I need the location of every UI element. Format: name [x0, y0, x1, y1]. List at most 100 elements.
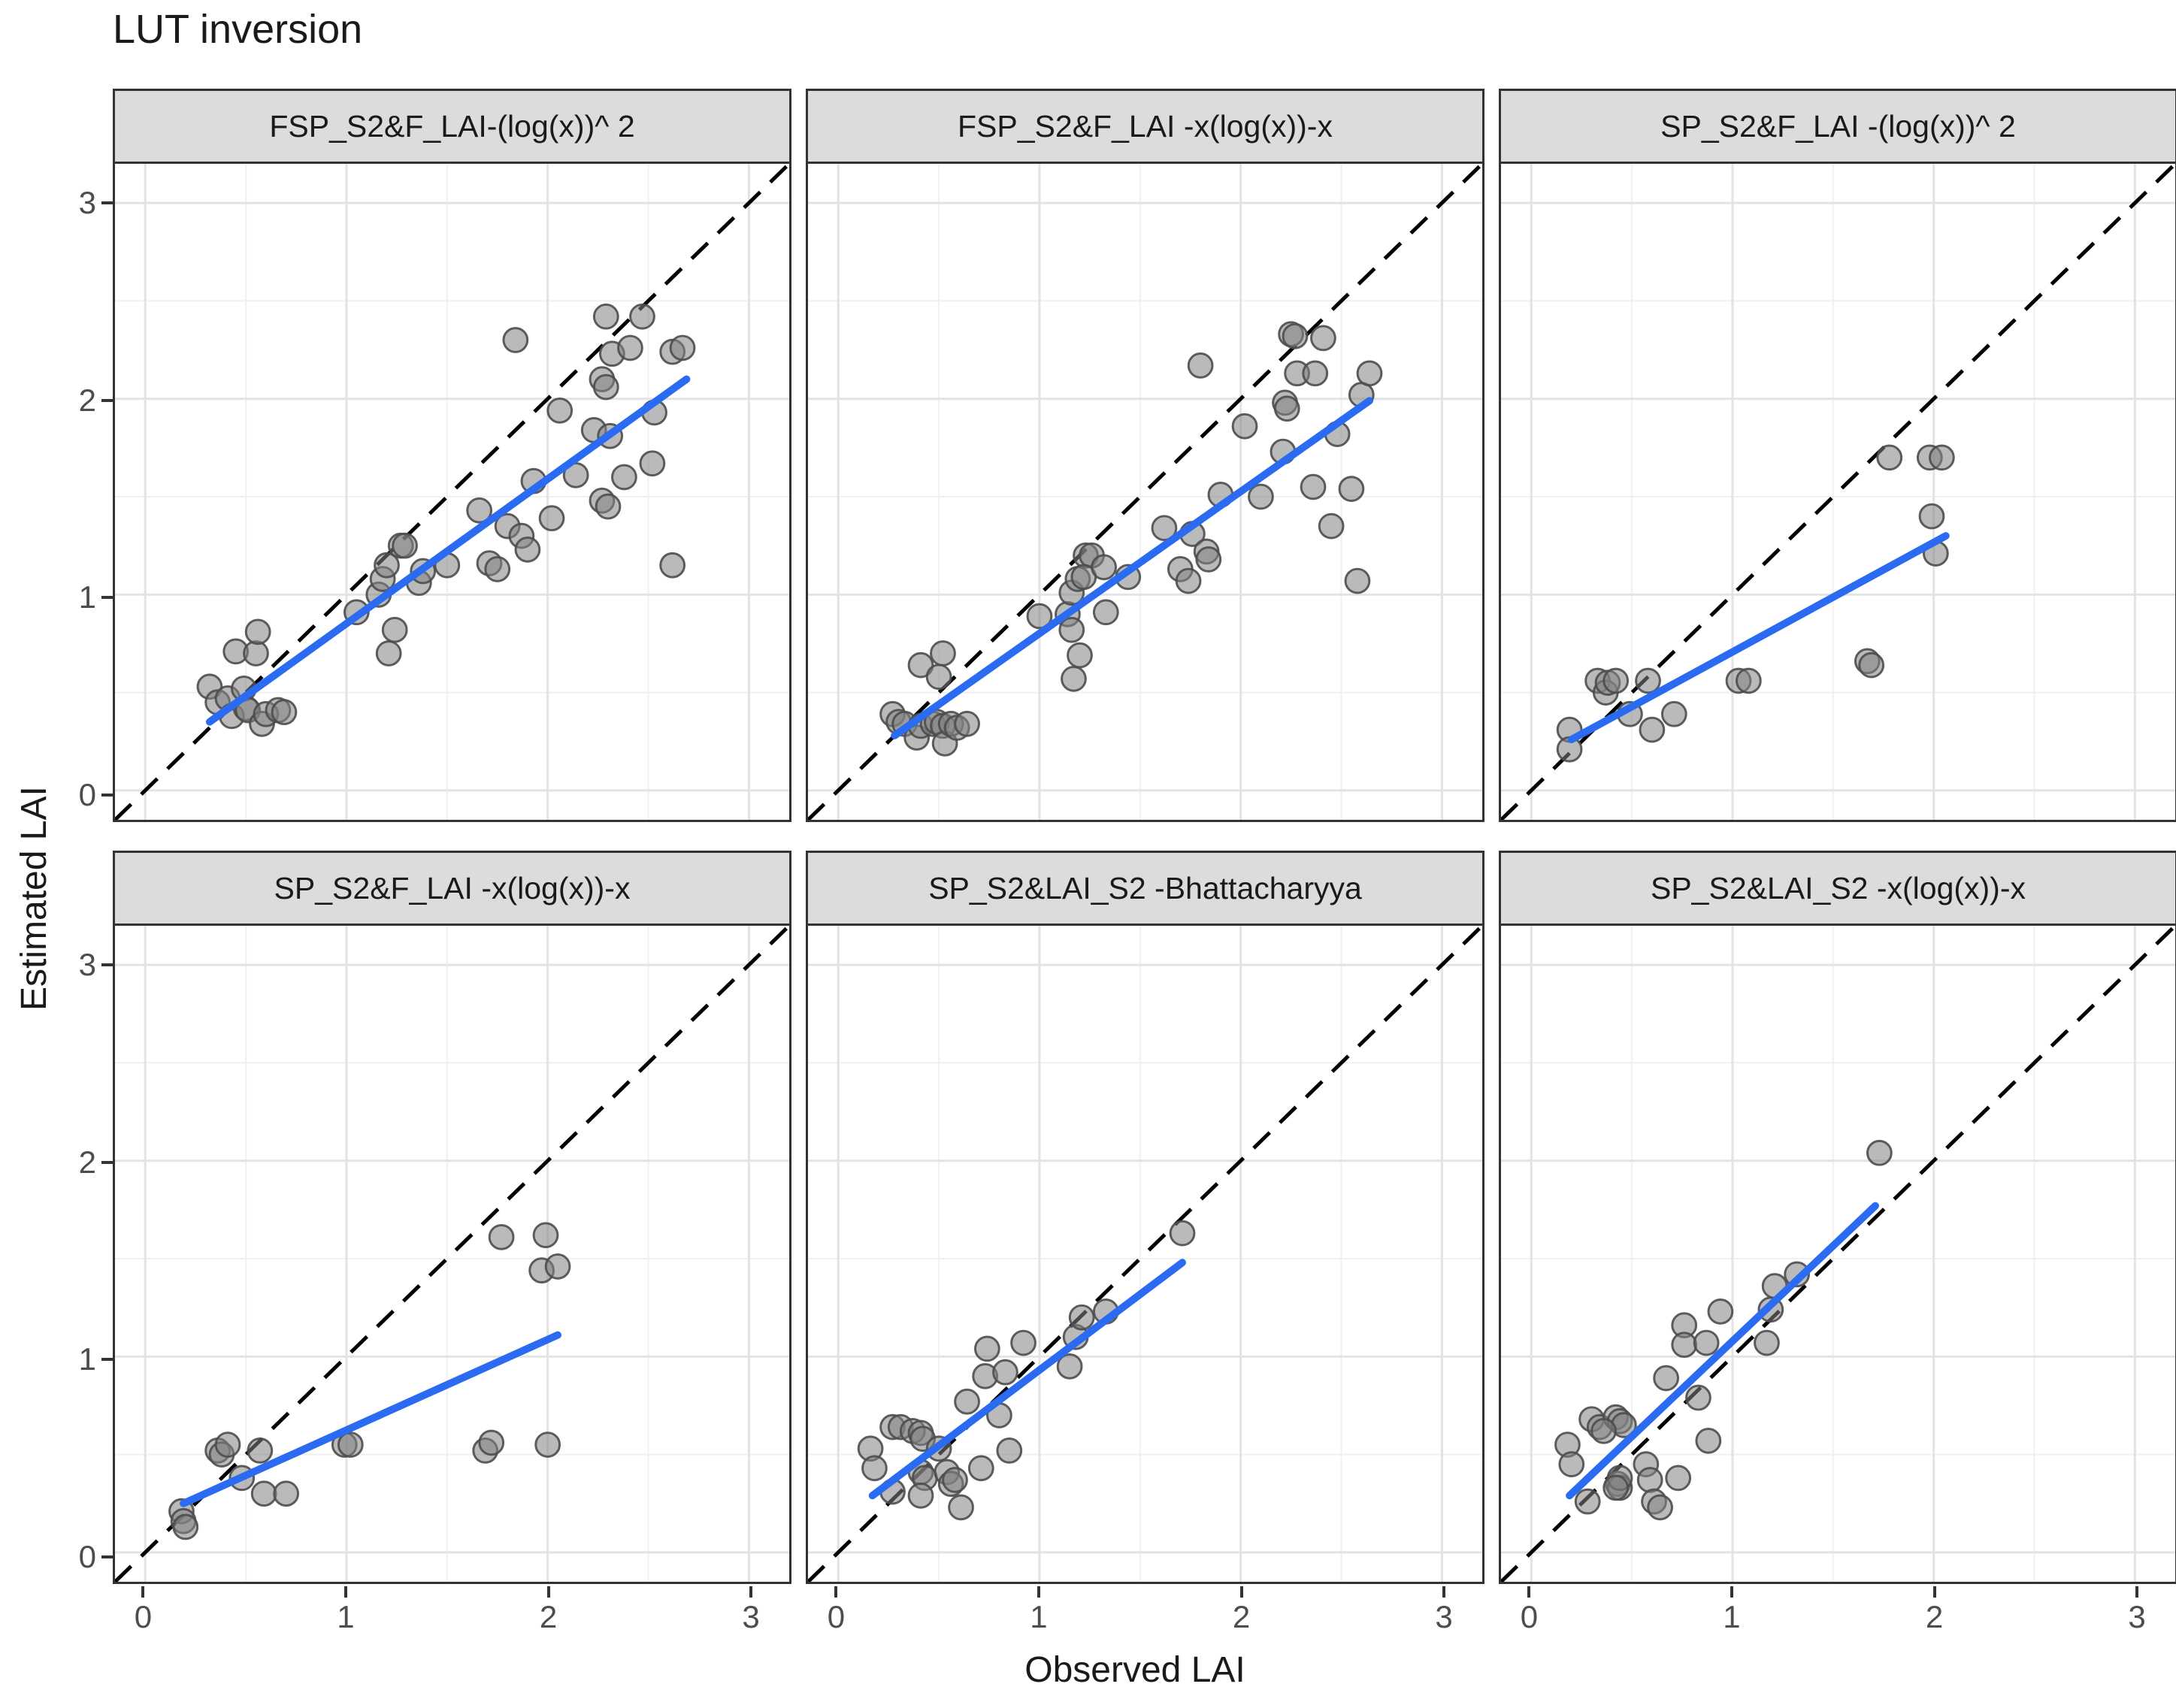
data-point — [1665, 1465, 1692, 1492]
plot-title: LUT inversion — [113, 7, 363, 52]
data-point — [639, 450, 666, 477]
x-tick-mark — [1037, 1586, 1040, 1598]
data-point — [1639, 716, 1666, 743]
data-point — [595, 493, 622, 520]
data-point — [1558, 1451, 1585, 1478]
data-point — [1918, 503, 1945, 530]
data-point — [861, 1455, 888, 1482]
x-tick-label: 3 — [742, 1599, 760, 1634]
data-point — [669, 334, 696, 361]
data-point — [973, 1335, 1000, 1362]
data-point — [1344, 567, 1371, 594]
y-tick-mark — [101, 596, 113, 600]
data-point — [592, 303, 619, 330]
data-point — [1231, 413, 1258, 440]
identity-line — [115, 926, 789, 1582]
data-points — [879, 321, 1383, 757]
facet-strip-label: SP_S2&F_LAI -x(log(x))-x — [113, 851, 791, 926]
scatter-plot — [806, 924, 1484, 1584]
data-point — [1356, 360, 1383, 387]
data-point — [942, 1467, 968, 1493]
data-point — [992, 1359, 1018, 1386]
x-tick-mark — [343, 1586, 347, 1598]
facet-panel: SP_S2&F_LAI -(log(x))^ 2 — [1499, 89, 2176, 822]
data-point — [907, 1482, 934, 1509]
data-point — [1653, 1365, 1679, 1392]
data-point — [1660, 700, 1687, 727]
y-tick-mark — [101, 398, 113, 402]
data-point — [1685, 1384, 1711, 1411]
fit-line — [1566, 1202, 1879, 1500]
x-axis-title: Observed LAI — [1024, 1650, 1245, 1690]
data-point — [1061, 665, 1087, 692]
data-point — [996, 1437, 1023, 1464]
data-point — [1707, 1298, 1734, 1325]
facet-panel: FSP_S2&F_LAI -x(log(x))-x — [806, 89, 1484, 822]
data-point — [534, 1431, 561, 1458]
identity-line — [808, 164, 1482, 820]
data-point — [247, 1437, 274, 1464]
data-point — [1647, 1494, 1673, 1521]
data-point — [925, 664, 952, 691]
x-tick-mark — [749, 1586, 753, 1598]
data-points — [857, 1220, 1196, 1521]
x-tick-mark — [141, 1586, 145, 1598]
data-point — [1151, 515, 1178, 542]
data-point — [1735, 667, 1762, 694]
y-tick-mark — [101, 963, 113, 967]
scatter-plot — [806, 162, 1484, 822]
data-point — [538, 505, 565, 532]
x-tick-label: 1 — [1030, 1599, 1048, 1634]
data-point — [484, 556, 511, 582]
y-tick-label: 1 — [78, 579, 96, 615]
x-tick-mark — [1527, 1586, 1531, 1598]
data-point — [1784, 1261, 1810, 1288]
gridlines — [1501, 926, 2175, 1582]
data-point — [1318, 512, 1345, 540]
data-point — [1068, 1304, 1095, 1331]
data-point — [1195, 546, 1222, 573]
data-point — [1671, 1332, 1698, 1359]
data-point — [172, 1513, 199, 1540]
gridlines — [808, 926, 1482, 1582]
data-points — [168, 1222, 571, 1540]
data-point — [1067, 642, 1093, 669]
data-point — [514, 536, 541, 563]
y-tick-label: 3 — [78, 185, 96, 221]
data-point — [1300, 473, 1327, 500]
identity-line — [808, 926, 1482, 1582]
data-point — [466, 497, 493, 524]
x-tick-label: 2 — [1232, 1599, 1251, 1634]
data-point — [273, 1480, 300, 1507]
data-point — [1876, 444, 1903, 471]
data-point — [1590, 1417, 1617, 1444]
y-tick-label: 0 — [78, 1538, 96, 1574]
data-point — [1338, 476, 1365, 502]
data-point — [617, 334, 643, 361]
data-point — [907, 651, 934, 679]
data-point — [1602, 667, 1630, 694]
data-point — [659, 552, 686, 579]
x-tick-label: 2 — [1925, 1599, 1944, 1634]
facet-panel: SP_S2&LAI_S2 -Bhattacharyya — [806, 851, 1484, 1584]
data-point — [271, 699, 298, 726]
data-point — [374, 552, 400, 579]
x-tick-mark — [1442, 1586, 1446, 1598]
y-tick-label: 2 — [78, 1144, 96, 1180]
data-points — [196, 303, 696, 737]
x-tick-mark — [1932, 1586, 1936, 1598]
data-point — [1574, 1488, 1601, 1515]
data-point — [1056, 1353, 1083, 1380]
x-tick-mark — [2135, 1586, 2139, 1598]
facet-strip-label: SP_S2&LAI_S2 -Bhattacharyya — [806, 851, 1484, 926]
data-point — [392, 532, 418, 559]
data-point — [954, 710, 980, 737]
data-point — [1169, 1220, 1196, 1247]
data-point — [1928, 444, 1955, 471]
data-point — [592, 373, 619, 401]
fit-line — [205, 375, 691, 726]
data-point — [1282, 322, 1309, 349]
data-point — [381, 616, 408, 643]
data-points — [1554, 1139, 1893, 1521]
x-tick-label: 0 — [827, 1599, 846, 1634]
